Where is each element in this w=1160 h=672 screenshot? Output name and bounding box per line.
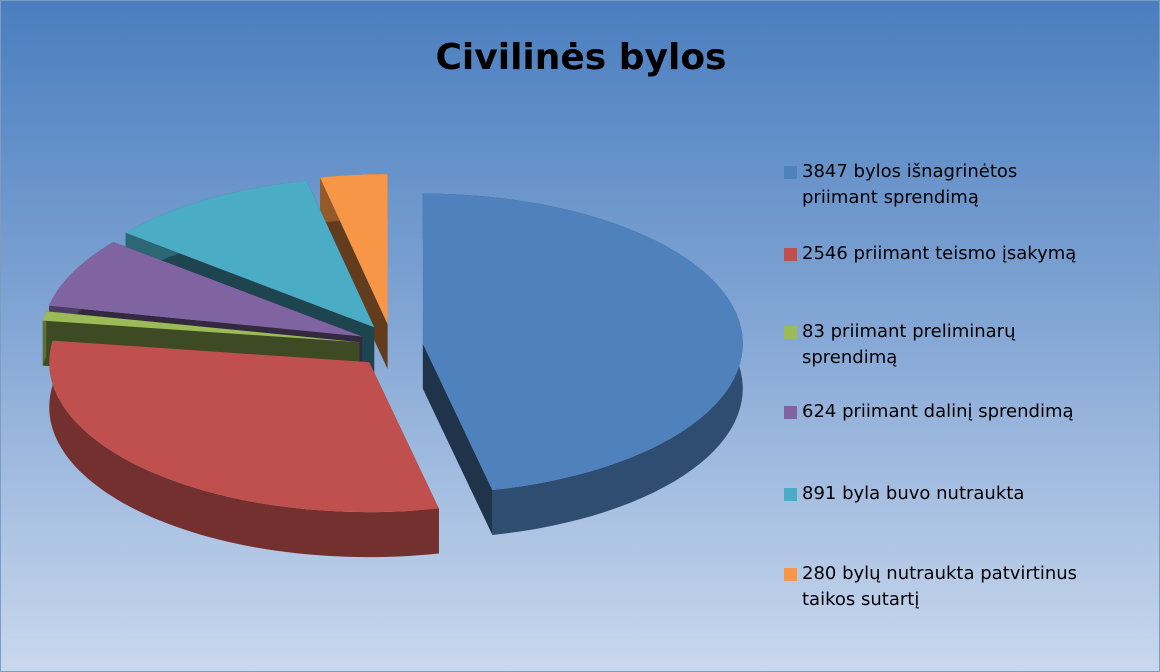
- legend-item: 891 byla buvo nutraukta: [784, 481, 1159, 507]
- slice: [49, 340, 439, 513]
- legend-item: 280 bylų nutraukta patvirtinus taikos su…: [784, 561, 1159, 613]
- slice: [42, 311, 360, 343]
- slice-side: [49, 340, 439, 558]
- legend-label: 280 bylų nutraukta patvirtinus taikos su…: [802, 563, 1078, 610]
- legend-item: 2546 priimant teismo įsakymą: [784, 241, 1159, 267]
- legend-swatch: [784, 568, 797, 581]
- legend-swatch: [784, 248, 797, 261]
- legend-swatch: [784, 326, 797, 339]
- legend-item: 3847 bylos išnagrinėtos priimant sprendi…: [784, 159, 1159, 211]
- legend-label: 2546 priimant teismo įsakymą: [802, 243, 1077, 264]
- legend-label: 3847 bylos išnagrinėtos priimant sprendi…: [802, 161, 1018, 208]
- slice-side: [42, 311, 47, 366]
- legend-label: 83 priimant preliminarų sprendimą: [802, 321, 1016, 368]
- legend-swatch: [784, 406, 797, 419]
- legend-swatch: [784, 166, 797, 179]
- slice: [320, 174, 388, 325]
- legend-item: 83 priimant preliminarų sprendimą: [784, 319, 1159, 371]
- chart-title: Civilinės bylos: [435, 37, 727, 78]
- slice: [125, 180, 375, 328]
- slice: [49, 242, 363, 337]
- slice: [422, 193, 743, 490]
- slice-wall: [422, 343, 493, 535]
- legend-item: 624 priimant dalinį sprendimą: [784, 399, 1159, 425]
- legend-label: 891 byla buvo nutraukta: [802, 483, 1025, 504]
- legend-swatch: [784, 488, 797, 501]
- legend-label: 624 priimant dalinį sprendimą: [802, 401, 1074, 422]
